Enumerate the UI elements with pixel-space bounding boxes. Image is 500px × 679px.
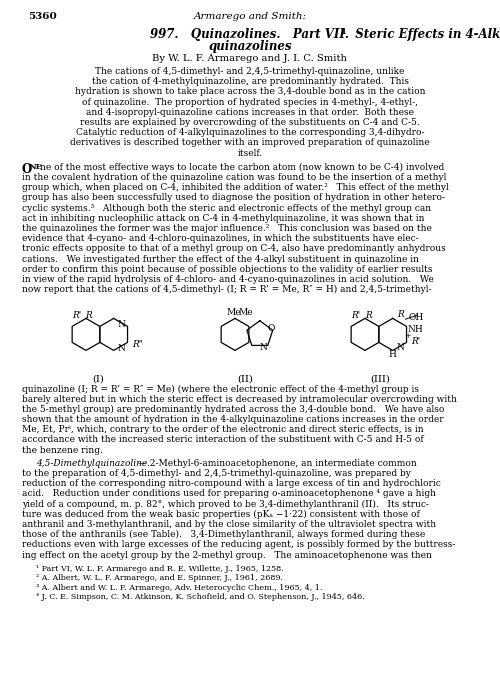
Text: to the preparation of 4,5-dimethyl- and 2,4,5-trimethyl-quinazoline, was prepare: to the preparation of 4,5-dimethyl- and … (22, 469, 411, 478)
Text: Armarego and Smith:: Armarego and Smith: (194, 12, 306, 21)
Text: ³ A. Albert and W. L. F. Armarego, Adv. Heterocyclic Chem., 1965, 4, 1.: ³ A. Albert and W. L. F. Armarego, Adv. … (36, 584, 323, 592)
Text: ¹ Part VI, W. L. F. Armarego and R. E. Willette, J., 1965, 1258.: ¹ Part VI, W. L. F. Armarego and R. E. W… (36, 565, 284, 573)
Text: The cations of 4,5-dimethyl- and 2,4,5-trimethyl-quinazoline, unlike: The cations of 4,5-dimethyl- and 2,4,5-t… (96, 67, 405, 76)
Text: — 2-Methyl-6-aminoacetophenone, an intermediate common: — 2-Methyl-6-aminoacetophenone, an inter… (138, 459, 417, 468)
Text: +: + (404, 332, 410, 340)
Text: (II): (II) (237, 374, 253, 384)
Text: By W. L. F. Armarego and J. I. C. Smith: By W. L. F. Armarego and J. I. C. Smith (152, 54, 348, 63)
Text: NH: NH (407, 325, 423, 334)
Text: group which, when placed on C-4, inhibited the addition of water.²   This effect: group which, when placed on C-4, inhibit… (22, 183, 449, 192)
Text: the 5-methyl group) are predominantly hydrated across the 3,4-double bond.   We : the 5-methyl group) are predominantly hy… (22, 405, 444, 414)
Text: cyclic systems.³   Although both the steric and electronic effects of the methyl: cyclic systems.³ Although both the steri… (22, 204, 431, 213)
Text: group has also been successfully used to diagnose the position of hydration in o: group has also been successfully used to… (22, 194, 445, 202)
Text: O: O (268, 325, 275, 333)
Text: reductions even with large excesses of the reducing agent, is possibly formed by: reductions even with large excesses of t… (22, 540, 456, 549)
Text: Me, Et, Prⁱ, which, contrary to the order of the electronic and direct steric ef: Me, Et, Prⁱ, which, contrary to the orde… (22, 425, 423, 434)
Text: Me: Me (239, 308, 254, 317)
Text: now report that the cations of 4,5-dimethyl- (I; R = R’ = Me, R″ = H) and 2,4,5-: now report that the cations of 4,5-dimet… (22, 285, 432, 294)
Text: acid.   Reduction under conditions used for preparing o-aminoacetophenone ⁴ gave: acid. Reduction under conditions used fo… (22, 490, 436, 498)
Text: yield of a compound, m. p. 82°, which proved to be 3,4-dimethylanthranil (II).  : yield of a compound, m. p. 82°, which pr… (22, 500, 429, 509)
Text: hydration is shown to take place across the 3,4-double bond as in the cation: hydration is shown to take place across … (75, 88, 425, 96)
Text: ing effect on the acetyl group by the 2-methyl group.   The aminoacetophenone wa: ing effect on the acetyl group by the 2-… (22, 551, 432, 559)
Text: quinazoline (I; R = R’ = R″ = Me) (where the electronic effect of the 4-methyl g: quinazoline (I; R = R’ = R″ = Me) (where… (22, 384, 419, 394)
Text: itself.: itself. (238, 149, 262, 158)
Text: N: N (118, 344, 126, 353)
Text: R': R' (72, 311, 82, 320)
Text: quinazolines: quinazolines (208, 40, 292, 53)
Text: shown that the amount of hydration in the 4-alkylquinazoline cations increases i: shown that the amount of hydration in th… (22, 415, 444, 424)
Text: 5360: 5360 (28, 12, 57, 21)
Text: order to confirm this point because of possible objections to the validity of ea: order to confirm this point because of p… (22, 265, 432, 274)
Text: ² A. Albert, W. L. F. Armarego, and E. Spinner, J., 1961, 2689.: ² A. Albert, W. L. F. Armarego, and E. S… (36, 574, 283, 583)
Text: the quinazolines the former was the major influence.²   This conclusion was base: the quinazolines the former was the majo… (22, 224, 432, 233)
Text: R: R (398, 310, 404, 319)
Text: cations.   We investigated further the effect of the 4-alkyl substituent in quin: cations. We investigated further the eff… (22, 255, 419, 263)
Text: NE: NE (29, 163, 43, 171)
Text: Catalytic reduction of 4-alkylquinazolines to the corresponding 3,4-dihydro-: Catalytic reduction of 4-alkylquinazolin… (76, 128, 424, 137)
Text: ⁴ J. C. E. Simpson, C. M. Atkinson, K. Schofield, and O. Stephenson, J., 1945, 6: ⁴ J. C. E. Simpson, C. M. Atkinson, K. S… (36, 593, 365, 602)
Text: those of the anthranils (see Table).   3,4-Dimethylanthranil, always formed duri: those of the anthranils (see Table). 3,4… (22, 530, 425, 539)
Text: Steric Effects in 4-Alkyl-: Steric Effects in 4-Alkyl- (347, 28, 500, 41)
Text: R: R (85, 311, 92, 320)
Text: 1: 1 (340, 28, 346, 36)
Text: the cation of 4-methylquinazoline, are predominantly hydrated.  This: the cation of 4-methylquinazoline, are p… (92, 77, 408, 86)
Text: in the covalent hydration of the quinazoline cation was found to be the insertio: in the covalent hydration of the quinazo… (22, 173, 446, 182)
Text: H: H (388, 350, 396, 359)
Text: 4,5-Dimethylquinazoline.: 4,5-Dimethylquinazoline. (36, 459, 150, 468)
Text: and 4-isopropyl-quinazoline cations increases in that order.  Both these: and 4-isopropyl-quinazoline cations incr… (86, 108, 414, 117)
Text: reduction of the corresponding nitro-compound with a large excess of tin and hyd: reduction of the corresponding nitro-com… (22, 479, 441, 488)
Text: evidence that 4-cyano- and 4-chloro-quinazolines, in which the substituents have: evidence that 4-cyano- and 4-chloro-quin… (22, 234, 419, 243)
Text: R': R' (352, 311, 361, 320)
Text: R': R' (411, 337, 420, 346)
Text: OH: OH (408, 313, 424, 322)
Text: results are explained by overcrowding of the substituents on C-4 and C-5.: results are explained by overcrowding of… (80, 118, 420, 127)
Text: ture was deduced from the weak basic properties (pKₐ −1·22) consistent with thos: ture was deduced from the weak basic pro… (22, 510, 420, 519)
Text: N: N (118, 320, 126, 329)
Text: O: O (22, 163, 32, 176)
Text: of quinazoline.  The proportion of hydrated species in 4-methyl-, 4-ethyl-,: of quinazoline. The proportion of hydrat… (82, 98, 418, 107)
Text: Me: Me (226, 308, 240, 317)
Text: 997.   Quinazolines.   Part VII.: 997. Quinazolines. Part VII. (150, 28, 350, 41)
Text: tronic effects opposite to that of a methyl group on C-4, also have predominantl: tronic effects opposite to that of a met… (22, 244, 446, 253)
Text: N: N (260, 343, 267, 352)
Text: the benzene ring.: the benzene ring. (22, 445, 103, 455)
Text: in view of the rapid hydrolysis of 4-chloro- and 4-cyano-quinazolines in acid so: in view of the rapid hydrolysis of 4-chl… (22, 275, 434, 284)
Text: barely altered but in which the steric effect is decreased by intramolecular ove: barely altered but in which the steric e… (22, 394, 457, 403)
Text: R": R" (132, 340, 143, 349)
Text: (III): (III) (370, 374, 390, 384)
Text: act in inhibiting nucleophilic attack on C-4 in 4-methylquinazoline, it was show: act in inhibiting nucleophilic attack on… (22, 214, 424, 223)
Text: accordance with the increased steric interaction of the substituent with C-5 and: accordance with the increased steric int… (22, 435, 423, 444)
Text: N: N (396, 344, 404, 352)
Text: (I): (I) (92, 374, 104, 384)
Text: R: R (365, 311, 372, 320)
Text: derivatives is described together with an improved preparation of quinazoline: derivatives is described together with a… (70, 139, 430, 147)
Text: ne of the most effective ways to locate the carbon atom (now known to be C-4) in: ne of the most effective ways to locate … (40, 163, 444, 172)
Text: anthranil and 3-methylanthranil, and by the close similarity of the ultraviolet : anthranil and 3-methylanthranil, and by … (22, 520, 436, 529)
